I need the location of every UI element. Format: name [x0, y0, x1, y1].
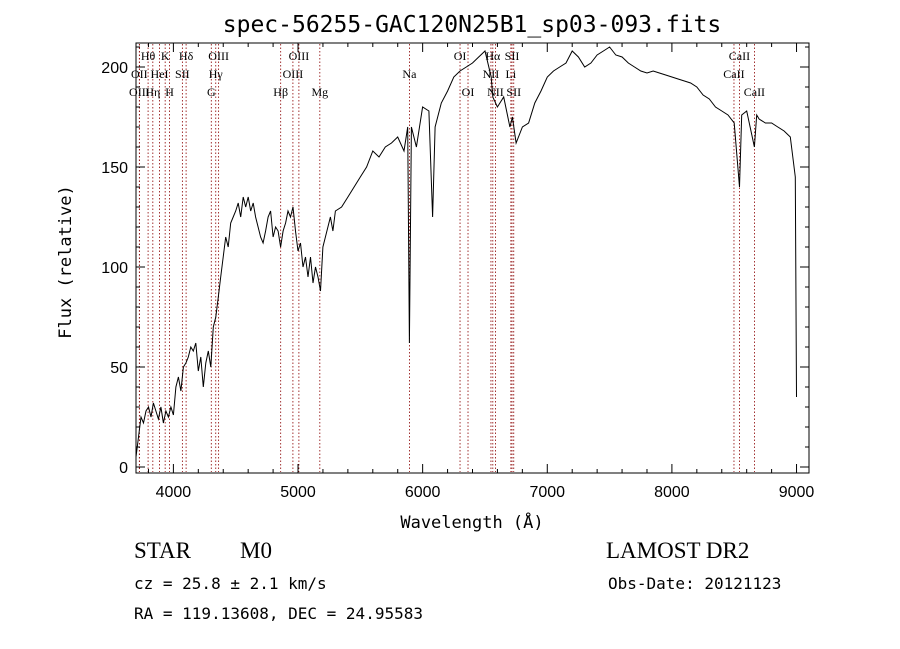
spectrum-series-line [135, 46, 797, 458]
y-tick-label: 200 [101, 60, 128, 77]
spectral-line-label: K [161, 49, 170, 63]
spectral-line-label: H [165, 85, 174, 99]
spectral-line-label: OIII [283, 67, 304, 81]
x-tick-label: 4000 [156, 484, 192, 501]
x-tick-label: 6000 [405, 484, 441, 501]
spectral-line-label: OIII [129, 85, 150, 99]
spectral-line-label: OI [462, 85, 475, 99]
spectral-line-label: G [207, 85, 216, 99]
y-tick-label: 150 [101, 160, 128, 177]
y-tick-label: 0 [119, 460, 128, 477]
spectral-line-label: CaII [744, 85, 765, 99]
spectral-line-label: OIII [208, 49, 229, 63]
spectral-line-label: SII [506, 85, 521, 99]
spectral-line-label: Hα [485, 49, 501, 63]
spectral-line-label: NII [487, 85, 504, 99]
spectral-line-label: CaII [729, 49, 750, 63]
chart-title: spec-56255-GAC120N25B1_sp03-093.fits [223, 12, 722, 38]
spectral-line-label: CaII [723, 67, 744, 81]
y-tick-label: 100 [101, 260, 128, 277]
spectral-line-label: OI [454, 49, 467, 63]
spectral-line-label: Li [506, 67, 517, 81]
coordinates: RA = 119.13608, DEC = 24.95583 [134, 604, 423, 623]
spectral-line-label: OII [131, 67, 148, 81]
x-tick-label: 8000 [654, 484, 690, 501]
redshift-velocity: cz = 25.8 ± 2.1 km/s [134, 574, 327, 593]
spectral-line-label: SII [175, 67, 190, 81]
spectral-line-label: Hθ [141, 49, 156, 63]
plot-frame [135, 42, 810, 474]
x-tick-label: 7000 [529, 484, 565, 501]
x-axis-label: Wavelength (Å) [400, 511, 543, 533]
spectral-line-label: HeI [151, 67, 169, 81]
spectral-line-label: Hδ [179, 49, 194, 63]
spectral-line-label: Hβ [273, 85, 288, 99]
y-axis-label: Flux (relative) [56, 185, 76, 339]
object-subclass: M0 [240, 538, 272, 563]
spectral-line-label: Mg [311, 85, 328, 99]
object-class: STAR [134, 538, 191, 563]
spectral-line-label: Na [402, 67, 417, 81]
spectral-line-markers [138, 44, 755, 472]
x-tick-label: 9000 [779, 484, 815, 501]
survey-name: LAMOST DR2 [606, 538, 750, 563]
x-tick-label: 5000 [280, 484, 316, 501]
spectral-line-label: OIII [289, 49, 310, 63]
y-axis-ticks: 0 50 100 150 200 [101, 46, 809, 477]
spectral-line-label: Hη [145, 85, 160, 99]
spectral-line-label: Hγ [209, 67, 224, 81]
spectral-line-label: SII [505, 49, 520, 63]
x-axis-ticks: 4000 5000 6000 7000 8000 9000 [147, 43, 815, 501]
observation-date: Obs-Date: 20121123 [608, 574, 782, 593]
spectral-line-labels: Hθ OII OIII K HeI Hη H Hδ SII OIII Hγ G Hβ OIII OIII Mg… [129, 49, 765, 99]
y-tick-label: 50 [110, 360, 128, 377]
